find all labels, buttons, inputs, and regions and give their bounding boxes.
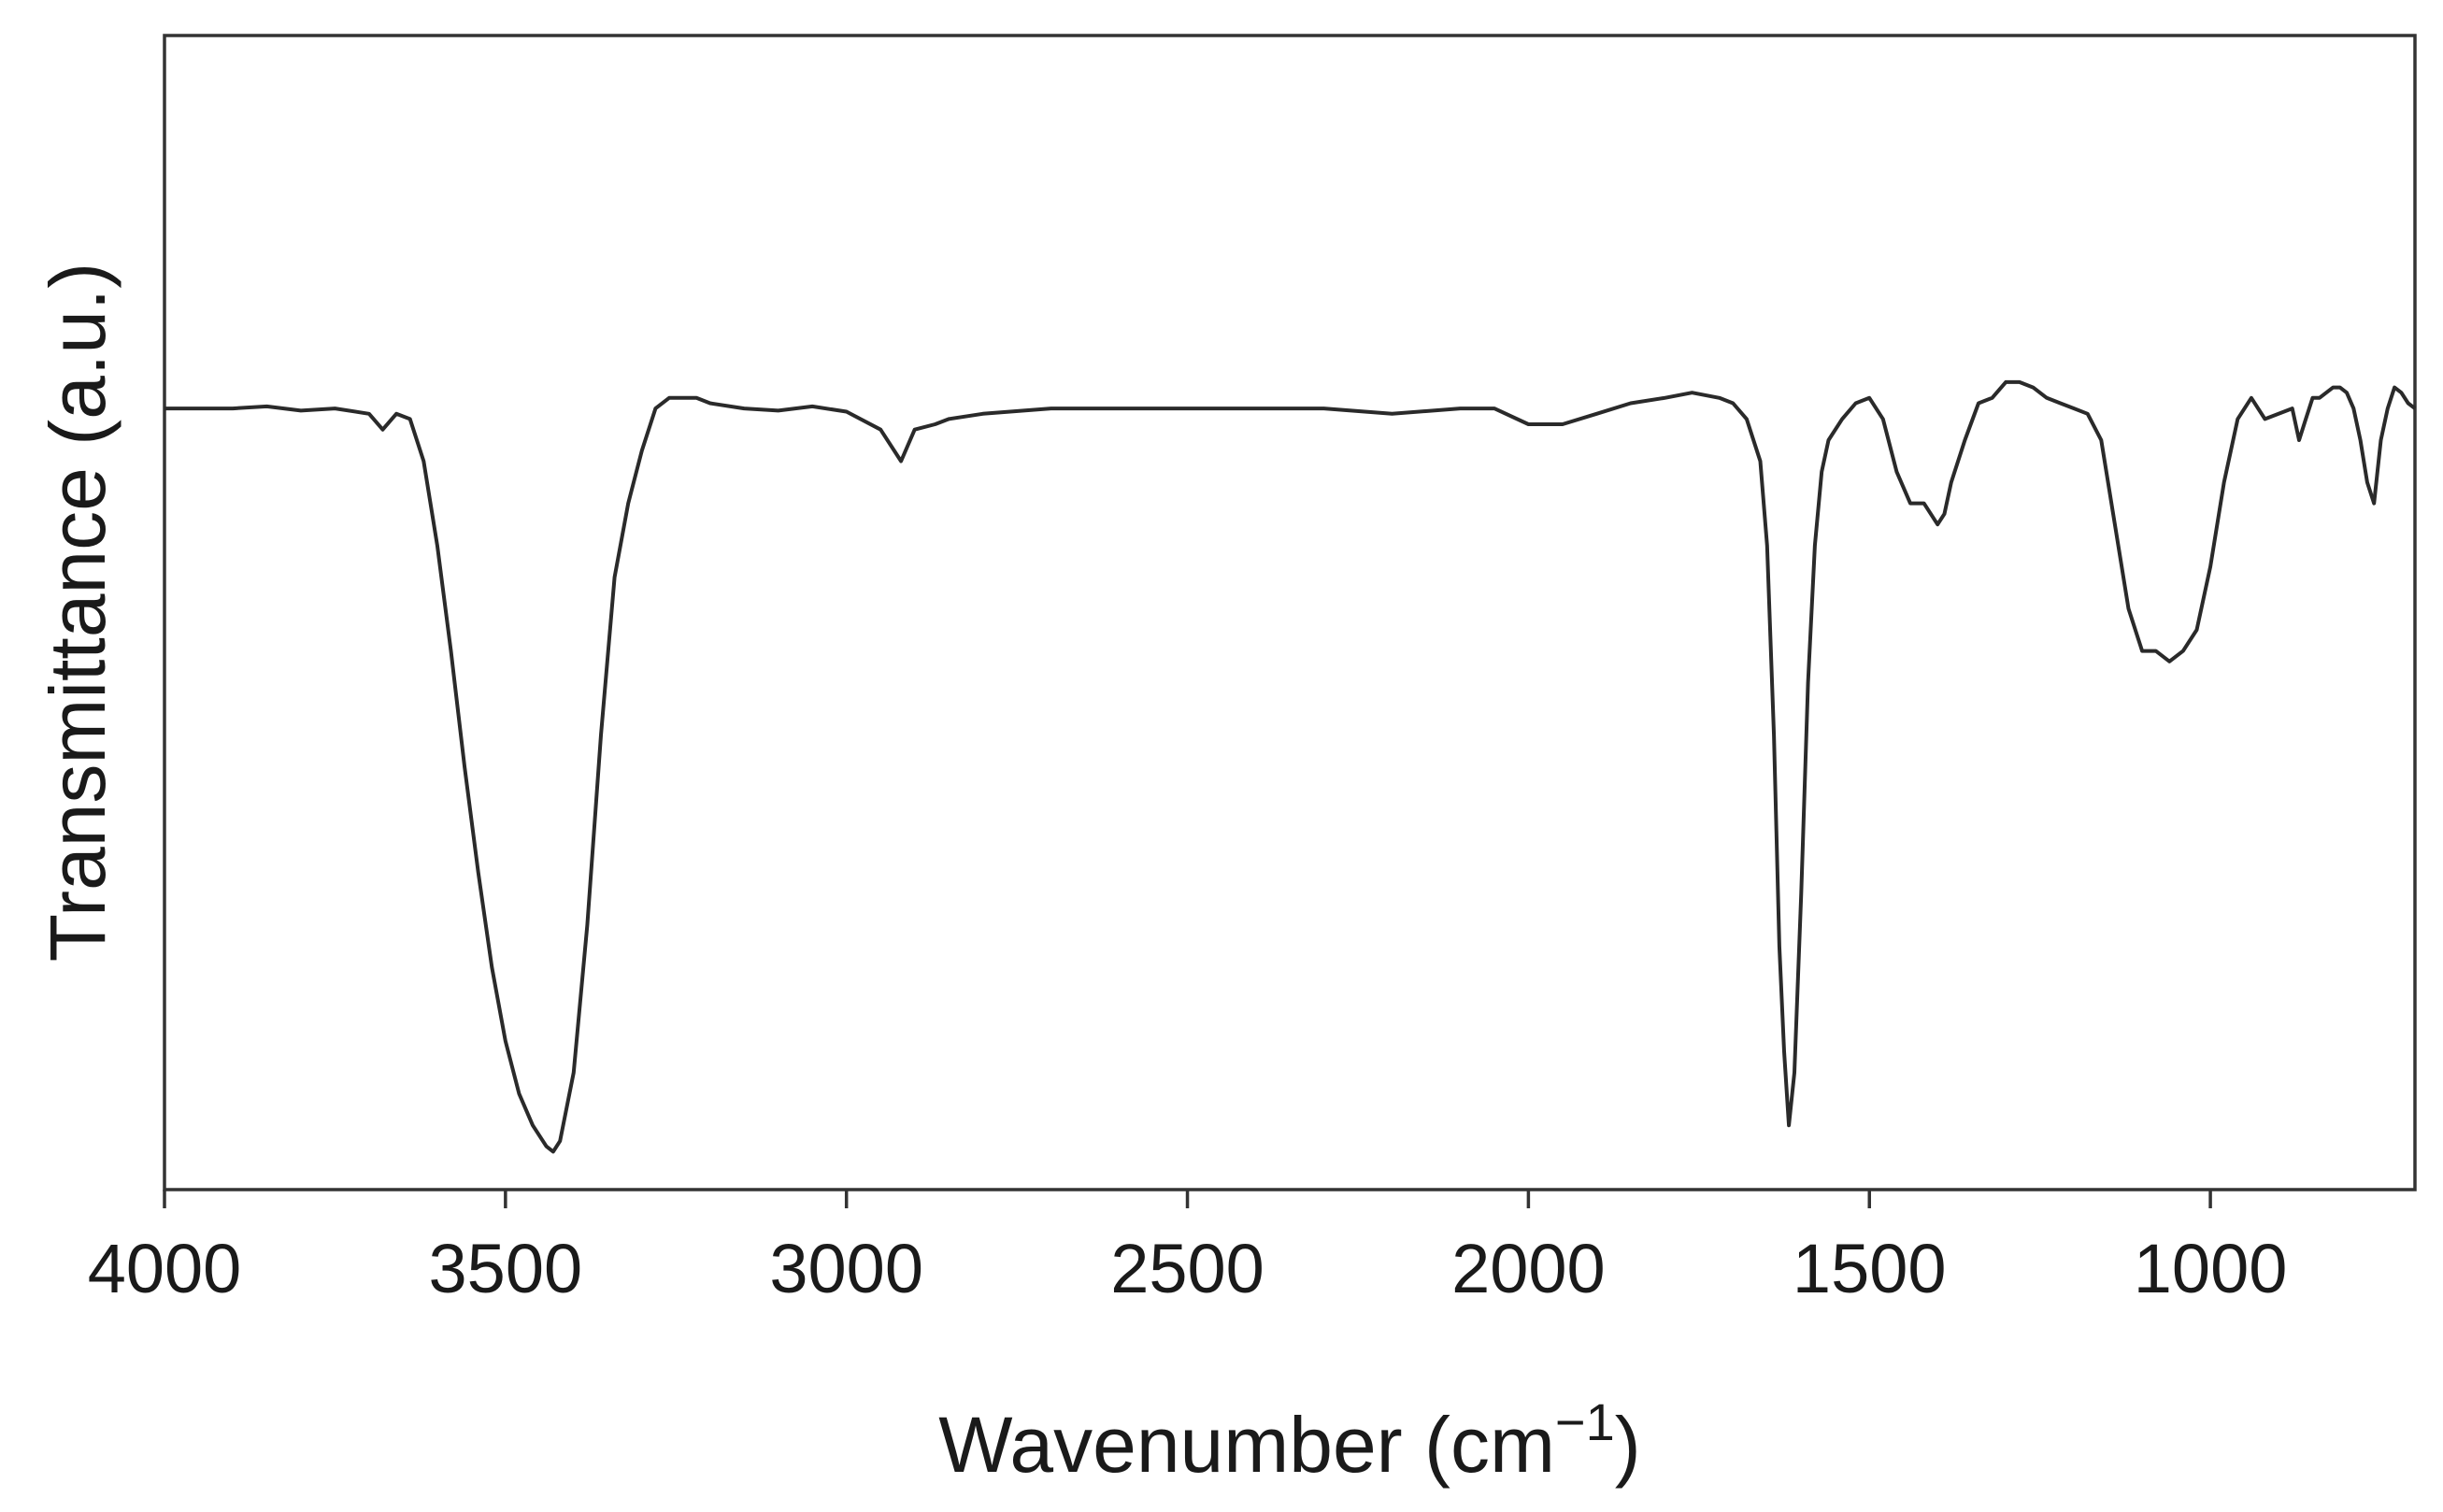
x-tick-label-2500: 2500 xyxy=(1110,1230,1264,1307)
x-tick-label-3000: 3000 xyxy=(769,1230,923,1307)
x-tick-label-3500: 3500 xyxy=(429,1230,583,1307)
x-tick-label-1500: 1500 xyxy=(1793,1230,1947,1307)
x-axis-label: Wavenumber (cm−1) xyxy=(938,1392,1641,1489)
x-axis-label-superscript: −1 xyxy=(1555,1392,1615,1451)
spectrum-line xyxy=(164,379,2417,1154)
x-axis-ticks: 4000 3500 3000 2500 2000 1500 1000 xyxy=(88,1190,2288,1307)
x-tick-label-4000: 4000 xyxy=(88,1230,242,1307)
x-tick-label-2000: 2000 xyxy=(1451,1230,1606,1307)
y-axis-label: Transmittance (a.u.) xyxy=(34,263,121,962)
x-tick-label-1000: 1000 xyxy=(2134,1230,2288,1307)
x-axis-label-main: Wavenumber (cm xyxy=(938,1401,1555,1489)
x-axis-label-close: ) xyxy=(1615,1401,1641,1489)
plot-area-frame xyxy=(163,34,2417,1191)
